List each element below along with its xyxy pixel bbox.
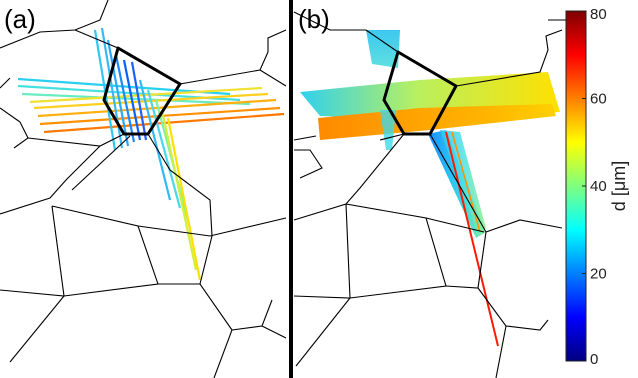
ray-family-vertical (93, 27, 202, 281)
colorbar-ticks: 0 20 40 60 80 (582, 6, 607, 368)
grain-boundaries-a (0, 0, 287, 378)
band-cyan-strip (440, 130, 486, 232)
grain-boundaries-b (293, 11, 566, 378)
colorbar-tick-label: 20 (590, 266, 607, 283)
colorbar-tick-label: 60 (590, 91, 607, 108)
orange-ray (451, 131, 481, 233)
band-left-edge (380, 110, 396, 150)
selected-grain-b (382, 50, 458, 136)
colorbar: 0 20 40 60 80 d [μm] (565, 6, 629, 368)
selected-grain-a (102, 46, 182, 136)
panel-b-label: (b) (298, 4, 330, 34)
panel-a: (a) (0, 0, 287, 378)
band-top-cyan (366, 30, 400, 68)
colorbar-title: d [μm] (609, 161, 629, 211)
colorbar-tick-label: 80 (590, 6, 607, 23)
panel-b: (b) (293, 4, 566, 378)
panel-a-label: (a) (4, 4, 36, 34)
colorbar-tick-label: 40 (590, 178, 607, 195)
red-ray (445, 131, 499, 347)
colorbar-tick-label: 0 (590, 351, 598, 368)
